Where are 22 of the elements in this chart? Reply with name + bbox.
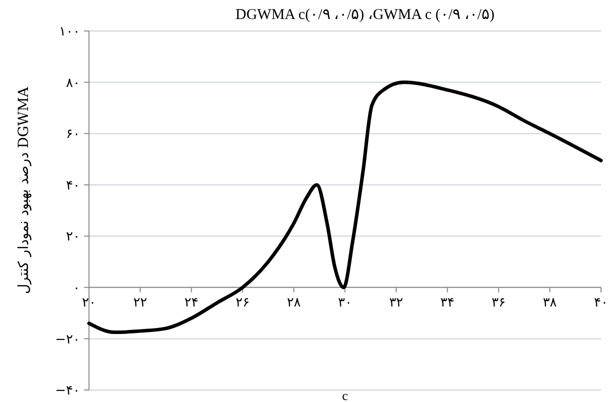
x-tick-label: ۲۸ xyxy=(286,295,301,310)
x-tick-label: ۳۰ xyxy=(338,295,352,310)
x-tick-label: ۳۴ xyxy=(440,295,454,310)
x-tick-label: ۲۲ xyxy=(133,295,148,310)
x-tick-label: ۳۸ xyxy=(542,295,557,310)
y-tick-label: ۸۰ xyxy=(66,76,80,91)
x-tick-label: ۳۲ xyxy=(389,295,404,310)
y-tick-label: −۲۰ xyxy=(55,332,80,348)
x-tick-label: ۳۶ xyxy=(492,295,506,310)
y-tick-label: ۶۰ xyxy=(66,127,80,142)
y-tick-label: ۲۰ xyxy=(66,230,80,245)
x-axis-title: c xyxy=(342,388,348,402)
x-tick-label: ۲۶ xyxy=(236,295,250,310)
y-tick-label: ۰ xyxy=(73,280,80,296)
y-tick-label: −۴۰ xyxy=(55,384,80,399)
y-axis-title: درصد بهبود نمودار کنترل DGWMA xyxy=(16,86,32,294)
chart-title: DGWMA c(۰/۹ ،۰/۵) ،GWMA c (۰/۹ ،۰/۵) xyxy=(236,7,494,23)
y-tick-label: ۱۰۰ xyxy=(59,24,80,40)
y-tick-label: ۴۰ xyxy=(66,178,80,194)
x-tick-label: ۲۴ xyxy=(184,295,198,310)
x-tick-label: ۴۰ xyxy=(594,295,608,310)
x-tick-label: ۲۰ xyxy=(82,295,96,310)
